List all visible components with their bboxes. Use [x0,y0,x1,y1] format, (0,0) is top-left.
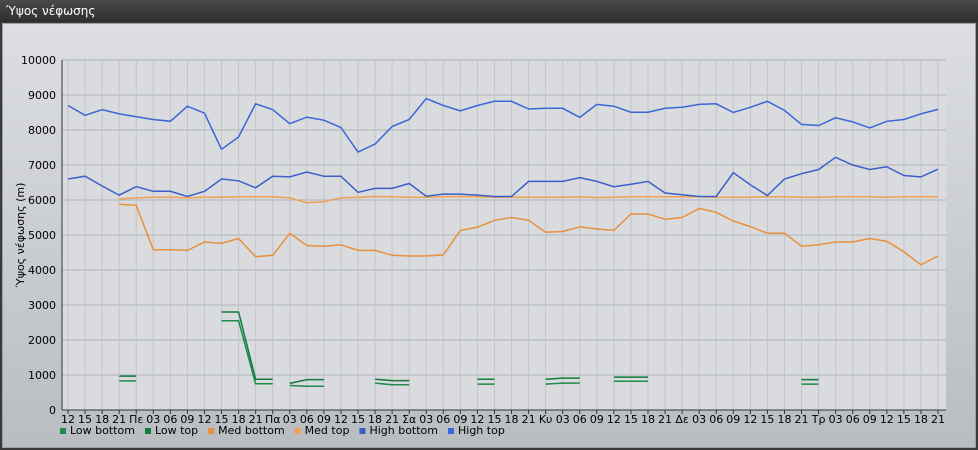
x-tick-label: 21 [522,413,536,426]
x-tick-label: 06 [846,413,860,426]
x-tick-label: 18 [95,413,109,426]
x-tick-label: 21 [385,413,399,426]
x-tick-label: 12 [334,413,348,426]
y-axis-label: Ύψος νέφωσης (m) [14,183,27,289]
x-tick-label: 06 [709,413,723,426]
x-tick-label: 09 [863,413,877,426]
y-tick-label: 1000 [28,369,56,382]
x-tick-label: Τρ [811,413,826,426]
x-tick-label: 21 [931,413,945,426]
x-tick-label: 15 [897,413,911,426]
legend-label-high-top: High top [458,424,505,437]
legend-swatch-med-bottom [208,428,215,434]
high-bottom-line [67,156,939,198]
x-tick-label: Πα [265,413,281,426]
legend-swatch-low-bottom [60,428,66,434]
y-tick-label: 10000 [21,54,56,67]
x-tick-label: 12 [607,413,621,426]
x-tick-label: 18 [914,413,928,426]
x-tick-label: 03 [556,413,570,426]
low-top-line [221,311,273,380]
x-tick-label: 12 [880,413,894,426]
y-tick-label: 9000 [28,89,56,102]
y-tick-label: 2000 [28,334,56,347]
y-tick-label: 8000 [28,124,56,137]
legend-swatch-low-top [144,428,151,434]
legend-label-low-bottom: Low bottom [70,424,135,437]
legend-swatch-high-bottom [359,428,366,434]
x-tick-label: 15 [351,413,365,426]
x-tick-label: 21 [249,413,263,426]
legend-label-high-bottom: High bottom [369,424,438,437]
x-tick-label: Δε [675,413,689,426]
legend-swatch-med-top [294,428,301,434]
x-tick-label: 09 [453,413,467,426]
x-tick-label: 09 [180,413,194,426]
x-tick-label: 03 [692,413,706,426]
low-top-line [375,378,410,382]
x-tick-label: 06 [573,413,587,426]
med-bottom-line [119,203,939,266]
x-tick-label: Πε [129,413,143,426]
legend-label-low-top: Low top [155,424,198,437]
x-tick-label: 03 [146,413,160,426]
x-tick-label: 18 [641,413,655,426]
x-tick-label: 15 [760,413,774,426]
legend-label-med-bottom: Med bottom [218,424,285,437]
x-tick-label: 21 [658,413,672,426]
y-tick-label: 4000 [28,264,56,277]
x-tick-label: 21 [112,413,126,426]
y-tick-label: 7000 [28,159,56,172]
legend-swatch-high-top [448,428,454,434]
x-tick-label: 06 [436,413,450,426]
y-tick-label: 0 [49,404,56,417]
x-tick-label: 06 [300,413,314,426]
x-tick-label: 12 [61,413,75,426]
x-tick-label: 06 [163,413,177,426]
x-tick-label: 15 [487,413,501,426]
x-tick-label: Σα [402,413,416,426]
x-tick-label: 18 [777,413,791,426]
legend-label-med-top: Med top [305,424,350,437]
low-bottom-line [289,384,324,387]
x-tick-label: 12 [197,413,211,426]
y-tick-label: 3000 [28,299,56,312]
window-title: Ύψος νέφωσης [0,0,978,22]
low-top-line [545,377,580,380]
low-bottom-line [221,320,273,385]
x-tick-label: 03 [829,413,843,426]
med-top-line [119,195,938,204]
low-bottom-line [375,382,410,386]
low-bottom-line [545,382,580,385]
y-tick-label: 5000 [28,229,56,242]
x-tick-label: 09 [590,413,604,426]
y-tick-label: 6000 [28,194,56,207]
high-top-line [67,97,939,154]
x-tick-label: 18 [232,413,246,426]
x-tick-label: 18 [368,413,382,426]
x-tick-label: 09 [317,413,331,426]
x-tick-label: Κυ [539,413,553,426]
x-tick-label: 12 [470,413,484,426]
low-top-line [289,378,324,385]
x-tick-label: 12 [743,413,757,426]
x-tick-label: 03 [419,413,433,426]
x-tick-label: 15 [78,413,92,426]
x-tick-label: 21 [795,413,809,426]
x-tick-label: 03 [283,413,297,426]
x-tick-label: 15 [215,413,229,426]
x-tick-label: 18 [505,413,519,426]
x-tick-label: 15 [624,413,638,426]
x-tick-label: 09 [726,413,740,426]
